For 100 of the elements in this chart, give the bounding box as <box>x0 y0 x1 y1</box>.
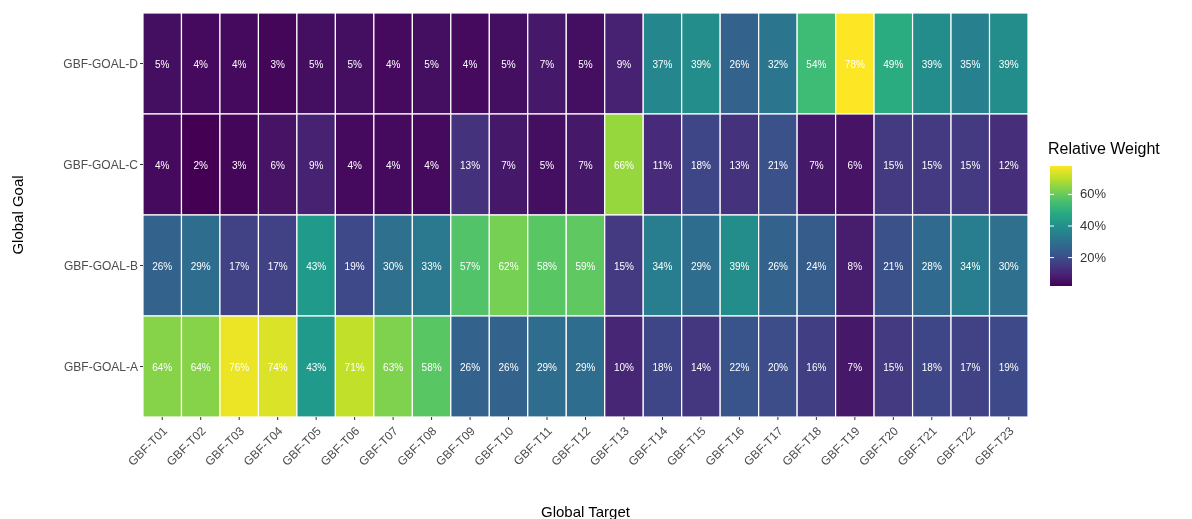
data-label: 4% <box>193 58 209 70</box>
data-label: 5% <box>347 58 362 70</box>
data-label: 32% <box>767 58 789 70</box>
data-label: 62% <box>498 260 519 272</box>
data-label: 49% <box>883 58 904 70</box>
data-label: 29% <box>575 361 596 373</box>
data-label: 39% <box>998 58 1019 70</box>
data-label: 39% <box>729 260 750 272</box>
data-label: 3% <box>270 58 286 70</box>
data-label: 66% <box>613 159 635 171</box>
data-label: 59% <box>575 260 596 272</box>
data-label: 19% <box>998 361 1019 373</box>
data-label: 15% <box>613 260 635 272</box>
data-label: 5% <box>539 159 555 171</box>
data-label: 34% <box>960 260 981 272</box>
data-label: 26% <box>767 260 789 272</box>
data-label: 15% <box>883 159 904 171</box>
data-label: 15% <box>883 361 904 373</box>
data-label: 5% <box>578 58 593 70</box>
data-label: 7% <box>539 58 555 70</box>
data-label: 5% <box>424 58 439 70</box>
data-label: 6% <box>270 159 286 171</box>
data-label: 26% <box>460 361 481 373</box>
data-label: 17% <box>229 260 250 272</box>
data-label: 5% <box>155 58 170 70</box>
data-label: 4% <box>155 159 170 171</box>
data-label: 4% <box>347 159 362 171</box>
data-label: 54% <box>806 58 827 70</box>
data-label: 43% <box>306 361 327 373</box>
data-label: 7% <box>501 159 516 171</box>
data-label: 17% <box>267 260 288 272</box>
data-label: 6% <box>847 159 863 171</box>
data-label: 10% <box>613 361 635 373</box>
data-label: 30% <box>998 260 1019 272</box>
data-label: 28% <box>921 260 942 272</box>
color-bar-label: 20% <box>1080 249 1107 265</box>
data-label: 9% <box>308 159 324 171</box>
data-label: 17% <box>960 361 981 373</box>
data-label: 7% <box>578 159 593 171</box>
data-label: 22% <box>729 361 750 373</box>
data-label: 13% <box>729 159 750 171</box>
data-label: 74% <box>267 361 288 373</box>
data-label: 4% <box>385 58 401 70</box>
data-label: 8% <box>847 260 863 272</box>
data-label: 58% <box>537 260 558 272</box>
data-label: 18% <box>921 361 942 373</box>
data-label: 37% <box>652 58 673 70</box>
data-label: 39% <box>690 58 712 70</box>
data-label: 7% <box>847 361 863 373</box>
data-label: 15% <box>921 159 942 171</box>
data-label: 26% <box>152 260 173 272</box>
color-bar-label: 60% <box>1080 186 1107 202</box>
color-bar-title: Relative Weight <box>1048 140 1161 157</box>
data-label: 4% <box>424 159 439 171</box>
data-label: 64% <box>190 361 211 373</box>
data-label: 2% <box>193 159 209 171</box>
data-label: 26% <box>729 58 750 70</box>
data-label: 4% <box>231 58 247 70</box>
data-label: 5% <box>501 58 516 70</box>
y-tick-label: GBF-GOAL-D <box>63 56 139 71</box>
data-label: 19% <box>344 260 365 272</box>
data-label: 12% <box>998 159 1019 171</box>
data-label: 5% <box>308 58 324 70</box>
data-label: 57% <box>460 260 481 272</box>
data-label: 11% <box>652 159 673 171</box>
data-label: 64% <box>152 361 173 373</box>
data-label: 3% <box>231 159 247 171</box>
data-label: 15% <box>960 159 981 171</box>
y-tick-label: GBF-GOAL-B <box>63 258 138 273</box>
data-label: 16% <box>806 361 827 373</box>
data-label: 18% <box>652 361 673 373</box>
data-label: 35% <box>960 58 981 70</box>
y-axis-title: Global Goal <box>9 175 27 255</box>
data-label: 4% <box>385 159 401 171</box>
data-label: 29% <box>190 260 211 272</box>
data-label: 58% <box>421 361 442 373</box>
data-label: 9% <box>616 58 632 70</box>
data-label: 20% <box>767 361 789 373</box>
data-label: 71% <box>344 361 365 373</box>
data-label: 29% <box>690 260 712 272</box>
data-label: 13% <box>460 159 481 171</box>
data-label: 63% <box>383 361 404 373</box>
data-label: 29% <box>537 361 558 373</box>
data-label: 43% <box>306 260 327 272</box>
data-label: 39% <box>921 58 942 70</box>
data-label: 30% <box>383 260 404 272</box>
data-label: 76% <box>229 361 250 373</box>
data-label: 78% <box>844 58 865 70</box>
data-label: 21% <box>883 260 904 272</box>
data-label: 7% <box>809 159 824 171</box>
data-label: 4% <box>462 58 478 70</box>
y-tick-label: GBF-GOAL-C <box>63 157 139 172</box>
y-tick-label: GBF-GOAL-A <box>63 359 138 374</box>
data-label: 21% <box>767 159 789 171</box>
data-label: 26% <box>498 361 519 373</box>
data-label: 33% <box>421 260 442 272</box>
color-bar-label: 40% <box>1080 218 1107 233</box>
data-label: 18% <box>690 159 712 171</box>
data-label: 24% <box>806 260 827 272</box>
data-label: 34% <box>652 260 673 272</box>
